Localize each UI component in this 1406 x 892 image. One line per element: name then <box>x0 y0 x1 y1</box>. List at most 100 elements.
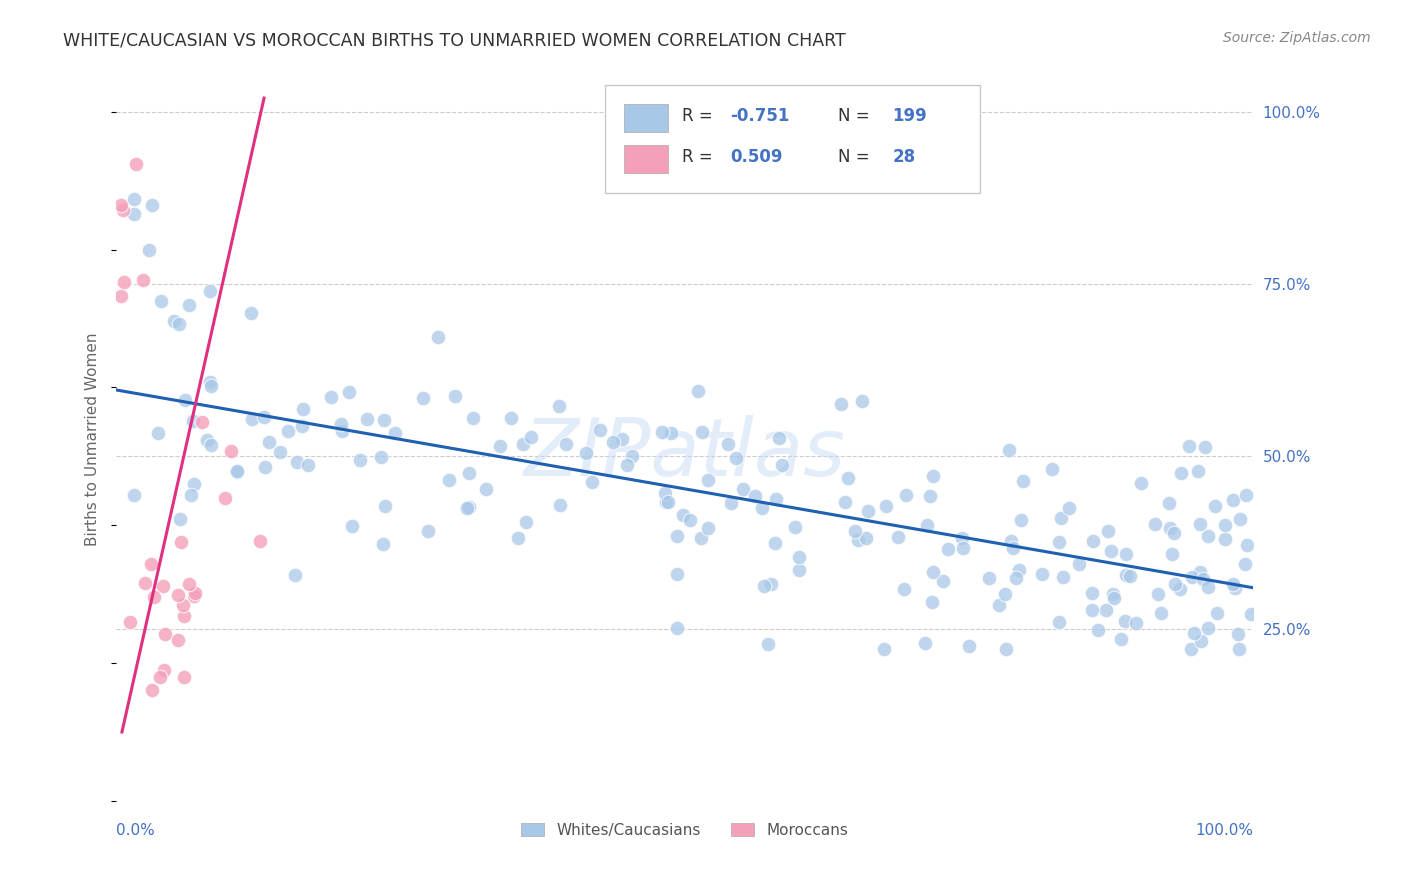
Point <box>751 500 773 515</box>
Point <box>952 541 974 556</box>
Point <box>1095 603 1118 617</box>
Point <box>340 519 363 533</box>
Point <box>179 297 201 311</box>
Point <box>1229 512 1251 526</box>
Point <box>893 582 915 596</box>
Point <box>837 471 859 485</box>
Point <box>1197 621 1219 635</box>
Text: N =: N = <box>838 107 875 125</box>
Text: N =: N = <box>838 148 875 166</box>
Point <box>219 443 242 458</box>
Point <box>337 385 360 400</box>
Point <box>1182 626 1205 640</box>
Point <box>475 482 498 496</box>
Point <box>1227 626 1250 640</box>
Point <box>787 549 810 564</box>
Point <box>269 445 291 459</box>
Point <box>180 488 202 502</box>
Point <box>412 391 434 405</box>
Point <box>1197 529 1219 543</box>
Point <box>851 393 873 408</box>
Point <box>720 496 742 510</box>
Point <box>957 639 980 653</box>
Point <box>830 397 852 411</box>
Point <box>373 537 395 551</box>
Point <box>1236 538 1258 552</box>
Point <box>1081 533 1104 548</box>
Point <box>249 534 271 549</box>
Point <box>114 276 136 290</box>
Point <box>1050 510 1073 524</box>
Point <box>1225 581 1247 595</box>
Point <box>1144 516 1167 531</box>
Point <box>253 410 276 425</box>
Point <box>657 495 679 509</box>
Point <box>489 439 512 453</box>
Point <box>1170 466 1192 480</box>
Point <box>284 568 307 582</box>
Point <box>1087 623 1109 637</box>
Point <box>1001 541 1024 556</box>
Point <box>122 207 145 221</box>
Point <box>1081 603 1104 617</box>
Point <box>686 384 709 398</box>
Point <box>855 531 877 545</box>
Point <box>153 663 176 677</box>
Point <box>752 579 775 593</box>
Point <box>163 314 186 328</box>
Point <box>297 458 319 472</box>
Point <box>659 426 682 441</box>
Point <box>125 157 148 171</box>
Point <box>515 515 537 529</box>
Point <box>1042 462 1064 476</box>
Point <box>239 306 262 320</box>
Point <box>110 198 132 212</box>
Point <box>697 473 720 487</box>
Point <box>198 376 221 390</box>
Point <box>148 425 170 440</box>
Point <box>886 530 908 544</box>
Point <box>918 489 941 503</box>
Point <box>763 536 786 550</box>
Point <box>765 491 787 506</box>
Point <box>756 637 779 651</box>
Point <box>141 683 163 698</box>
Point <box>1234 488 1257 502</box>
Point <box>1119 569 1142 583</box>
Point <box>921 595 943 609</box>
Point <box>1000 533 1022 548</box>
Point <box>292 402 315 417</box>
Point <box>122 192 145 206</box>
Point <box>167 588 190 602</box>
Point <box>152 579 174 593</box>
Point <box>834 495 856 509</box>
Text: R =: R = <box>682 148 718 166</box>
Point <box>665 567 688 582</box>
Point <box>134 576 156 591</box>
Point <box>200 438 222 452</box>
Point <box>139 557 162 571</box>
Point <box>1102 591 1125 606</box>
Point <box>1233 557 1256 571</box>
Point <box>183 414 205 428</box>
Point <box>169 512 191 526</box>
Point <box>1081 586 1104 600</box>
Point <box>1099 543 1122 558</box>
Point <box>111 202 134 217</box>
Point <box>370 450 392 465</box>
Point <box>651 425 673 440</box>
Text: WHITE/CAUCASIAN VS MOROCCAN BIRTHS TO UNMARRIED WOMEN CORRELATION CHART: WHITE/CAUCASIAN VS MOROCCAN BIRTHS TO UN… <box>63 31 846 49</box>
Point <box>1189 633 1212 648</box>
Point <box>581 475 603 490</box>
Point <box>548 400 571 414</box>
Point <box>240 412 263 426</box>
Point <box>997 443 1019 458</box>
Point <box>655 495 678 509</box>
Point <box>759 576 782 591</box>
Point <box>1180 642 1202 657</box>
Point <box>173 669 195 683</box>
Point <box>349 452 371 467</box>
Point <box>1222 577 1244 591</box>
Point <box>588 423 610 437</box>
Point <box>1192 572 1215 586</box>
